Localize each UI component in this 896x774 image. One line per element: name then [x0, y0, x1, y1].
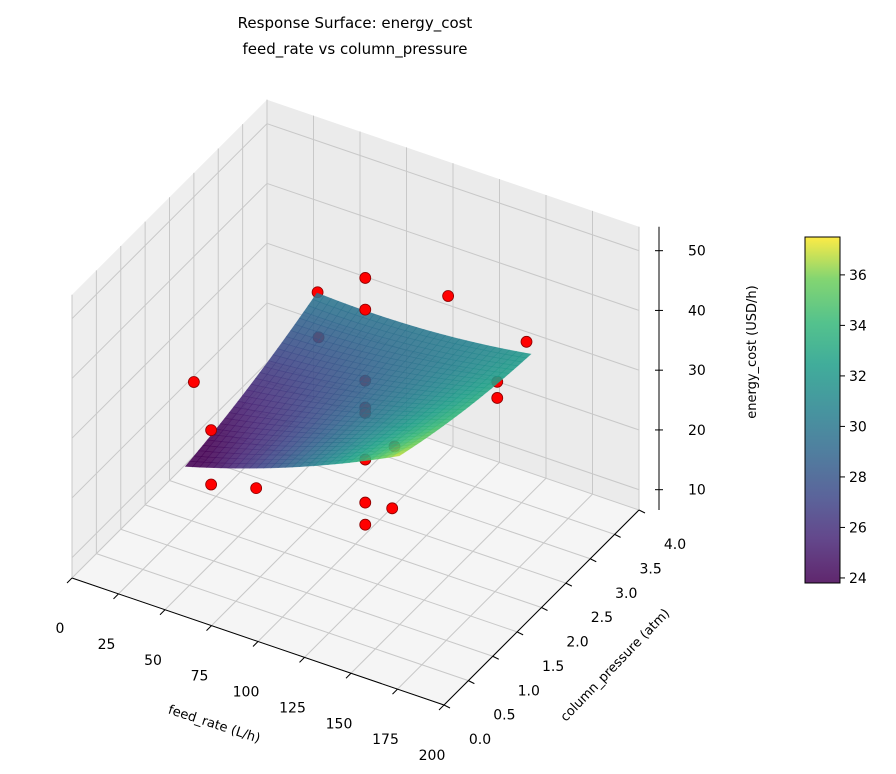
grid-line-z — [266, 123, 640, 252]
data-point — [359, 303, 372, 316]
grid-line-z — [266, 182, 640, 311]
colorbar-tick-label: 36 — [849, 268, 867, 284]
grid-line-z — [71, 123, 268, 320]
x-tick-label: 0 — [56, 621, 65, 637]
y-tick — [443, 704, 451, 709]
grid-line-y — [144, 504, 518, 633]
grid-line-y — [193, 455, 567, 584]
data-point — [205, 478, 218, 491]
colorbar-tick-label: 34 — [849, 318, 867, 334]
y-tick-label: 1.0 — [518, 683, 540, 699]
grid-line-z — [71, 302, 268, 499]
y-tick — [590, 558, 597, 563]
z-tick-label: 50 — [688, 244, 706, 260]
z-axis-label: energy_cost (USD/h) — [745, 285, 760, 418]
z-tick-label: 30 — [688, 363, 706, 379]
grid-line-y — [96, 553, 469, 682]
x-tick — [345, 672, 352, 679]
colorbar — [805, 237, 840, 583]
data-point — [491, 392, 504, 404]
x-tick-label: 125 — [279, 700, 306, 716]
z-tick-label: 20 — [688, 423, 706, 439]
z-tick-label: 40 — [688, 303, 706, 319]
colorbar-frame — [804, 236, 841, 584]
y-tick — [565, 582, 573, 587]
data-point — [386, 502, 399, 515]
axis-ticks: 0 25 50 75 100 125 150 175 200 0.00.51.01.52.02.5… — [56, 226, 706, 764]
y-tick-label: 2.0 — [566, 635, 588, 651]
x-tick — [66, 577, 73, 584]
surface-patch — [392, 452, 404, 458]
data-point — [359, 496, 372, 509]
x-tick — [159, 609, 166, 616]
data-point — [359, 272, 372, 284]
x-tick-label: 150 — [326, 716, 353, 732]
data-point — [205, 424, 218, 437]
chart-subtitle: feed_rate vs column_pressure — [242, 40, 468, 58]
x-tick — [252, 641, 259, 647]
y-tick-label: 2.5 — [591, 610, 613, 626]
x-tick-label: 75 — [191, 669, 209, 685]
grid-line-y — [169, 480, 542, 608]
colorbar-tick-label: 24 — [849, 571, 867, 587]
y-tick — [614, 533, 621, 538]
x-tick-label: 50 — [144, 653, 162, 669]
colorbar-tick-label: 30 — [849, 419, 867, 435]
y-tick — [516, 631, 524, 636]
grid-line-z — [266, 242, 640, 371]
x-tick — [299, 657, 305, 663]
colorbar-tick-label: 28 — [849, 470, 867, 486]
x-tick — [438, 704, 445, 711]
data-point — [250, 482, 263, 495]
y-tick — [492, 655, 499, 660]
y-tick-label: 0.0 — [469, 732, 491, 748]
y-tick-label: 4.0 — [664, 537, 686, 553]
y-tick-label: 3.5 — [639, 561, 661, 577]
x-axis-label: feed_rate (L/h) — [166, 703, 262, 747]
colorbar-ticks: 24 26 28 30 32 34 36 — [840, 268, 867, 587]
y-tick — [638, 509, 646, 514]
x-tick-label: 25 — [98, 637, 116, 653]
response-surface — [184, 292, 532, 469]
chart-title: Response Surface: energy_cost — [237, 14, 473, 32]
colorbar-tick-label: 32 — [849, 369, 867, 385]
points-front — [187, 272, 533, 531]
y-tick-label: 1.5 — [542, 659, 564, 675]
x-tick — [392, 688, 398, 695]
grid-line-z — [71, 362, 268, 559]
y-tick-label: 3.0 — [615, 586, 637, 602]
colorbar-tick-label: 26 — [849, 520, 867, 536]
x-tick-label: 100 — [233, 685, 260, 701]
y-axis-label: column_pressure (atm) — [558, 606, 673, 725]
y-tick — [541, 607, 548, 611]
data-point — [520, 335, 533, 348]
x-tick-label: 200 — [419, 748, 446, 764]
grid-line-z — [71, 183, 268, 379]
data-point — [442, 290, 455, 302]
y-tick-label: 0.5 — [493, 708, 515, 724]
y-tick — [468, 680, 475, 685]
grid-line-y — [120, 528, 493, 657]
x-tick — [113, 593, 119, 600]
data-point — [187, 376, 200, 388]
grid-line-z — [71, 242, 268, 439]
z-tick-label: 10 — [688, 483, 706, 499]
x-tick-label: 175 — [372, 732, 399, 748]
data-point — [359, 518, 372, 531]
x-tick — [206, 625, 212, 631]
